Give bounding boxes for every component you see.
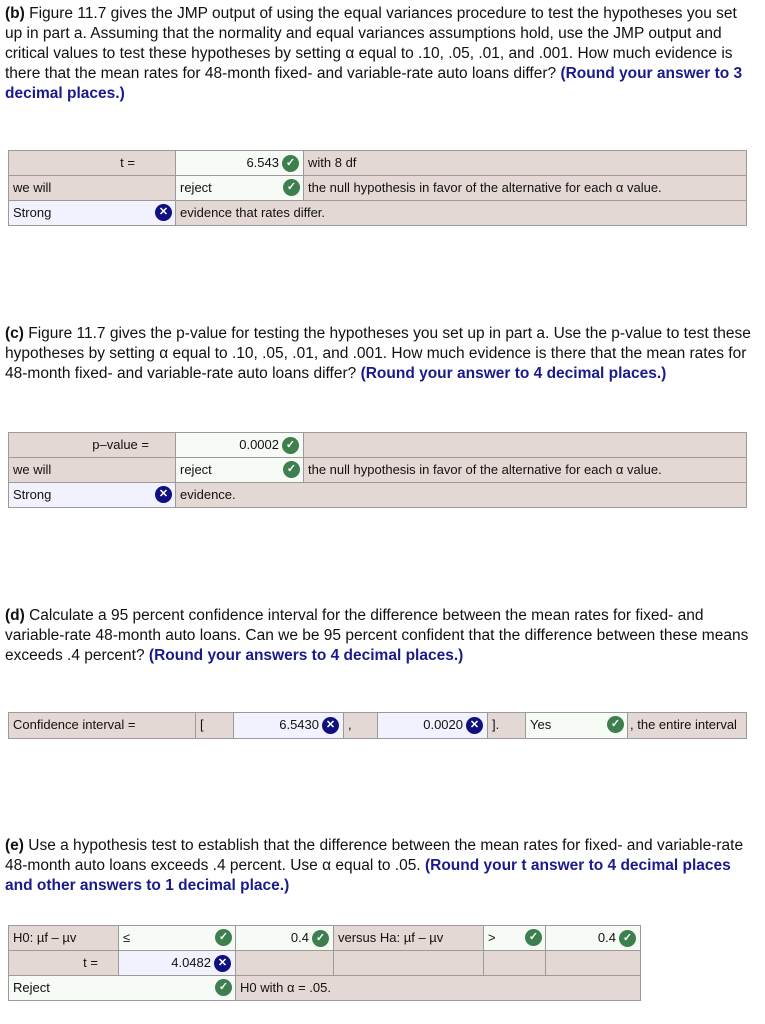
t-label: t = xyxy=(8,150,176,176)
check-circle-icon: ✓ xyxy=(619,930,636,948)
question-c: (c) Figure 11.7 gives the p-value for te… xyxy=(5,325,751,382)
empty-cell xyxy=(545,950,641,976)
h0-value-field[interactable]: 0.4 ✓ xyxy=(235,925,334,951)
comma: , xyxy=(343,712,378,739)
open-bracket: [ xyxy=(195,712,234,739)
x-circle-icon: ✕ xyxy=(322,717,339,735)
p-value-label: p–value = xyxy=(8,432,176,458)
check-circle-icon: ✓ xyxy=(283,461,300,478)
h0-label: H0: µf – µv xyxy=(8,925,119,951)
h0-operator-select[interactable]: ≤ ✓ xyxy=(118,925,236,951)
null-text: the null hypothesis in favor of the alte… xyxy=(303,175,747,201)
p-value-field[interactable]: 0.0002 ✓ xyxy=(175,432,304,458)
df-text: with 8 df xyxy=(303,150,747,176)
x-circle-icon: ✕ xyxy=(214,955,231,973)
decision-select[interactable]: Reject ✓ xyxy=(8,975,236,1001)
answer-select[interactable]: Yes ✓ xyxy=(525,712,628,739)
t-value-field[interactable]: 6.543 ✓ xyxy=(175,150,304,176)
strength-select[interactable]: Strong ✕ xyxy=(8,200,176,226)
check-circle-icon: ✓ xyxy=(283,179,300,196)
empty-cell xyxy=(303,432,747,458)
question-e: (e) Use a hypothesis test to establish t… xyxy=(5,837,744,894)
x-circle-icon: ✕ xyxy=(466,717,483,735)
check-circle-icon: ✓ xyxy=(312,930,329,948)
conclusion-text: H0 with α = .05. xyxy=(235,975,641,1001)
empty-cell xyxy=(235,950,334,976)
question-d: (d) Calculate a 95 percent confidence in… xyxy=(5,607,749,664)
ha-operator-select[interactable]: > ✓ xyxy=(483,925,546,951)
check-circle-icon: ✓ xyxy=(282,155,299,173)
empty-cell xyxy=(483,950,546,976)
ha-value-field[interactable]: 0.4 ✓ xyxy=(545,925,641,951)
empty-cell xyxy=(333,950,484,976)
ci-label: Confidence interval = xyxy=(8,712,196,739)
ha-label: versus Ha: µf – µv xyxy=(333,925,484,951)
question-b: (b) Figure 11.7 gives the JMP output of … xyxy=(5,5,743,102)
upper-bound-field[interactable]: 0.0020 ✕ xyxy=(377,712,488,739)
x-circle-icon: ✕ xyxy=(155,486,172,503)
check-circle-icon: ✓ xyxy=(607,716,624,733)
t-value-field[interactable]: 4.0482 ✕ xyxy=(118,950,236,976)
check-circle-icon: ✓ xyxy=(525,929,542,946)
check-circle-icon: ✓ xyxy=(215,929,232,946)
null-text: the null hypothesis in favor of the alte… xyxy=(303,457,747,483)
tail-text: , the entire interval xyxy=(627,712,747,739)
check-circle-icon: ✓ xyxy=(215,979,232,996)
evidence-text: evidence. xyxy=(175,482,747,508)
t-label: t = xyxy=(8,950,119,976)
we-will-label: we will xyxy=(8,175,176,201)
evidence-text: evidence that rates differ. xyxy=(175,200,747,226)
lower-bound-field[interactable]: 6.5430 ✕ xyxy=(233,712,344,739)
close-bracket: ]. xyxy=(487,712,526,739)
check-circle-icon: ✓ xyxy=(282,437,299,455)
we-will-label: we will xyxy=(8,457,176,483)
strength-select[interactable]: Strong ✕ xyxy=(8,482,176,508)
decision-select[interactable]: reject ✓ xyxy=(175,175,304,201)
x-circle-icon: ✕ xyxy=(155,204,172,221)
decision-select[interactable]: reject ✓ xyxy=(175,457,304,483)
